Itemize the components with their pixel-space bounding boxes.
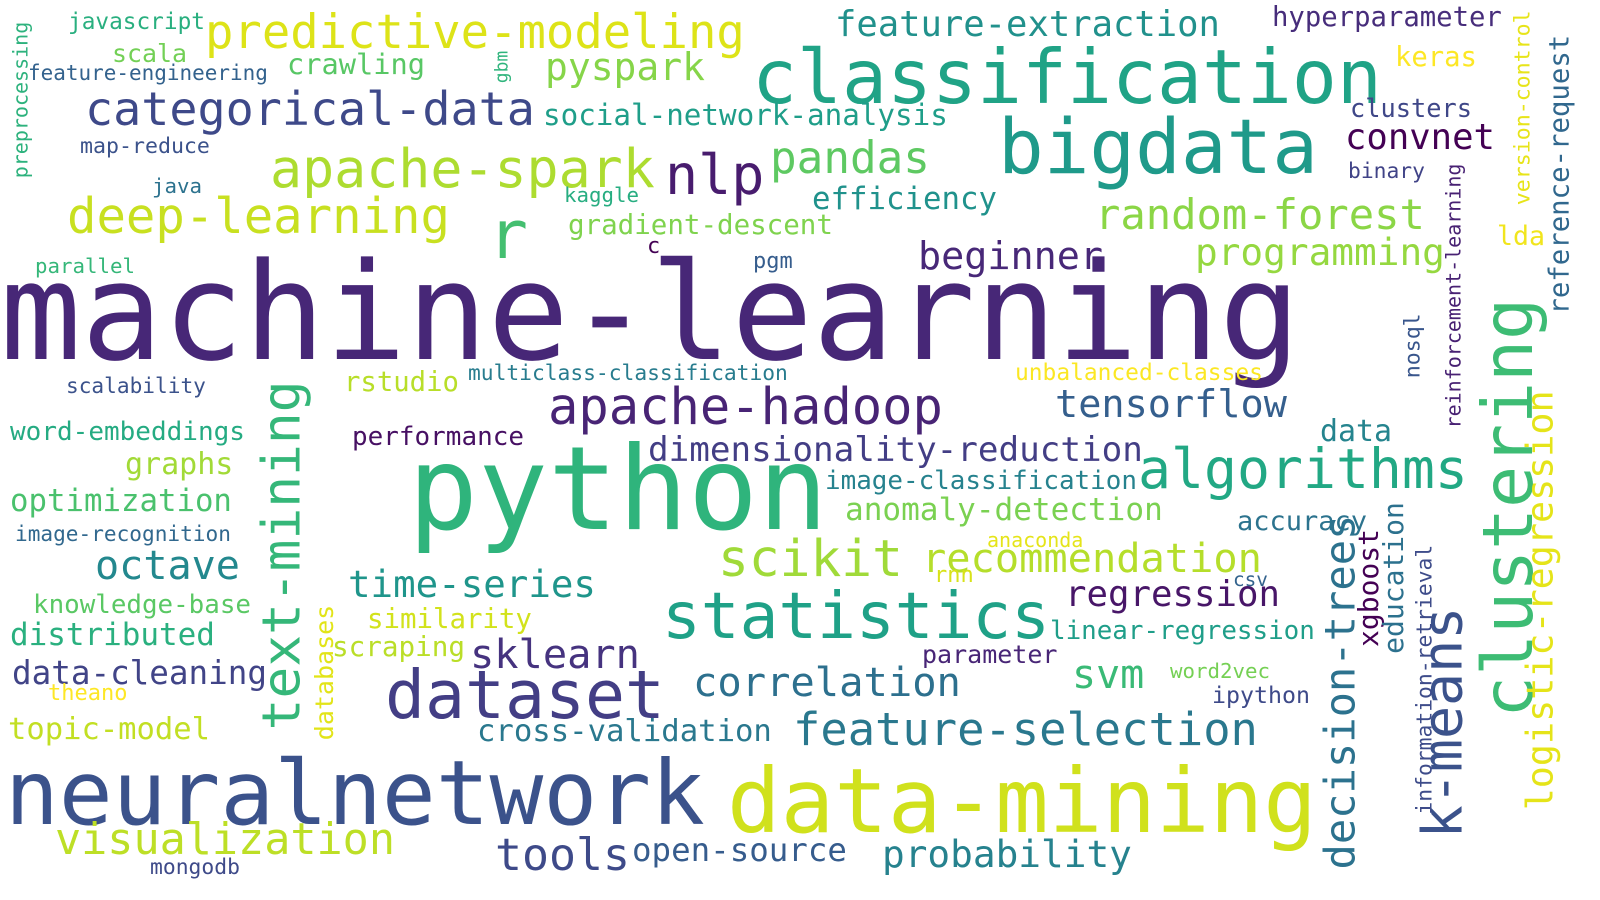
word-parallel: parallel <box>35 253 135 278</box>
word-parameter: parameter <box>922 640 1058 669</box>
word-algorithms: algorithms <box>1138 437 1468 502</box>
word-dataset: dataset <box>385 655 665 734</box>
word-binary: binary <box>1348 159 1425 185</box>
word-logistic-regression: logistic-regression <box>1518 390 1562 810</box>
word-crawling: crawling <box>287 46 425 81</box>
word-graphs: graphs <box>125 447 234 482</box>
word-keras: keras <box>1395 42 1477 74</box>
word-lda: lda <box>1497 220 1545 252</box>
word-anomaly-detection: anomaly-detection <box>845 491 1163 528</box>
word-csv: csv <box>1233 568 1268 592</box>
word-apache-spark: apache-spark <box>270 138 655 201</box>
word-categorical-data: categorical-data <box>85 82 535 137</box>
word-clusters: clusters <box>1350 93 1472 124</box>
word-visualization: visualization <box>55 814 395 865</box>
word-preprocessing: preprocessing <box>8 21 33 179</box>
word-cross-validation: cross-validation <box>477 714 772 750</box>
word-efficiency: efficiency <box>812 181 997 218</box>
word-knowledge-base: knowledge-base <box>33 590 251 621</box>
word-pgm: pgm <box>753 249 793 274</box>
word-tools: tools <box>495 827 630 881</box>
word-neuralnetwork: neuralnetwork <box>5 742 705 847</box>
word-correlation: correlation <box>693 658 961 707</box>
word-unbalanced-classes: unbalanced-classes <box>1015 359 1263 386</box>
word-random-forest: random-forest <box>1095 190 1425 240</box>
word-ipython: ipython <box>1212 682 1310 710</box>
word-similarity: similarity <box>367 604 532 636</box>
word-image-classification: image-classification <box>825 466 1137 497</box>
word-regression: regression <box>1065 574 1280 616</box>
word-statistics: statistics <box>662 579 1050 655</box>
word-programming: programming <box>1195 230 1445 275</box>
word-information-retrieval: information-retrieval <box>1411 545 1437 815</box>
word-r: r <box>488 196 528 275</box>
word-education: education <box>1377 501 1410 654</box>
word-rnn: rnn <box>934 563 974 588</box>
word-pyspark: pyspark <box>545 45 705 90</box>
word-scalability: scalability <box>66 372 206 398</box>
word-apache-hadoop: apache-hadoop <box>548 377 943 437</box>
word-dimensionality-reduction: dimensionality-reduction <box>648 429 1143 470</box>
word-time-series: time-series <box>348 562 596 607</box>
word-java: java <box>152 173 202 198</box>
word-data-mining: data-mining <box>727 750 1317 855</box>
word-word2vec: word2vec <box>1170 658 1270 683</box>
word-gradient-descent: gradient-descent <box>568 209 833 242</box>
word-pandas: pandas <box>770 133 930 185</box>
word-kaggle: kaggle <box>564 182 639 207</box>
word-feature-selection: feature-selection <box>793 703 1258 757</box>
word-sklearn: sklearn <box>470 631 640 679</box>
word-python: python <box>408 421 828 557</box>
word-recommendation: recommendation <box>922 535 1262 583</box>
word-version-control: version-control <box>1510 10 1536 205</box>
word-accuracy: accuracy <box>1237 506 1368 537</box>
word-distributed: distributed <box>10 617 215 654</box>
word-svm: svm <box>1072 652 1145 698</box>
word-c: c <box>647 234 661 259</box>
word-gbm: gbm <box>490 50 512 84</box>
word-reference-request: reference-request <box>1544 35 1576 315</box>
word-databases: databases <box>310 604 339 741</box>
word-javascript: javascript <box>68 9 205 36</box>
word-scikit: scikit <box>718 529 903 590</box>
word-reinforcement-learning: reinforcement-learning <box>1441 163 1465 428</box>
word-bigdata: bigdata <box>998 103 1318 192</box>
word-word-embeddings: word-embeddings <box>10 416 245 447</box>
word-theano: theano <box>48 681 128 706</box>
word-optimization: optimization <box>10 483 232 520</box>
word-linear-regression: linear-regression <box>1050 616 1315 647</box>
word-feature-engineering: feature-engineering <box>28 60 268 85</box>
word-open-source: open-source <box>632 831 847 870</box>
word-topic-model: topic-model <box>8 712 210 748</box>
word-nlp: nlp <box>665 143 765 207</box>
word-classification: classification <box>752 33 1382 121</box>
word-scraping: scraping <box>332 630 465 664</box>
word-mongodb: mongodb <box>150 855 240 881</box>
word-predictive-modeling: predictive-modeling <box>205 4 745 60</box>
word-map-reduce: map-reduce <box>80 134 210 160</box>
word-tensorflow: tensorflow <box>1055 381 1287 427</box>
word-data-cleaning: data-cleaning <box>12 653 267 692</box>
word-feature-extraction: feature-extraction <box>835 4 1220 46</box>
word-octave: octave <box>95 542 240 589</box>
word-scala: scala <box>112 38 187 68</box>
word-multiclass-classification: multiclass-classification <box>468 360 788 386</box>
word-machine-learning: machine-learning <box>0 234 1301 391</box>
word-probability: probability <box>882 832 1132 877</box>
word-beginner: beginner <box>918 233 1103 279</box>
word-rstudio: rstudio <box>344 367 459 399</box>
word-convnet: convnet <box>1345 117 1495 159</box>
word-data: data <box>1320 414 1392 450</box>
word-anaconda: anaconda <box>987 528 1084 552</box>
word-social-network-analysis: social-network-analysis <box>543 98 948 133</box>
word-nosql: nosql <box>1400 313 1426 378</box>
word-deep-learning: deep-learning <box>67 187 450 245</box>
word-hyperparameter: hyperparameter <box>1272 2 1502 34</box>
word-performance: performance <box>352 422 524 453</box>
word-image-recognition: image-recognition <box>15 520 231 546</box>
